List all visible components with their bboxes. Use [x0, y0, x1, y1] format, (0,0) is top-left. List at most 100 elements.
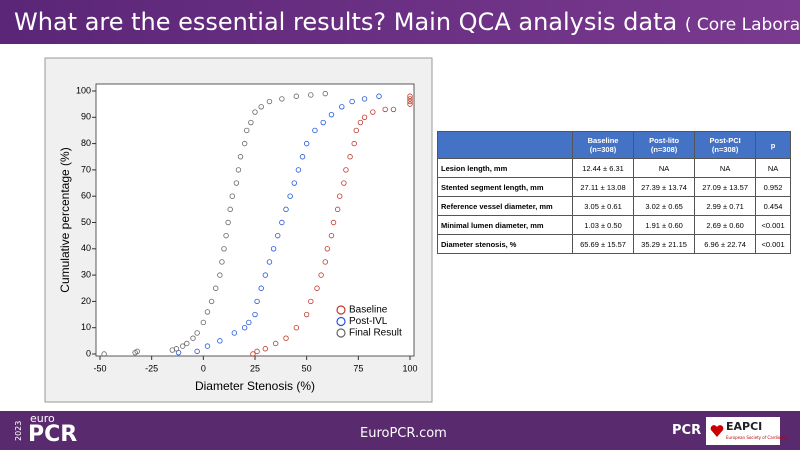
logo-euro: euro [30, 412, 55, 425]
table-cell: Diameter stenosis, % [437, 234, 573, 254]
data-point [361, 96, 368, 102]
x-tick-label: 100 [402, 363, 417, 373]
header-text: (n=308) [650, 145, 678, 154]
header-cell: Post-PCI (n=308) [694, 131, 757, 159]
table-cell: Reference vessel diameter, mm [437, 196, 573, 216]
legend-symbol [336, 316, 346, 327]
data-point [250, 351, 256, 357]
x-tick-label: 25 [250, 363, 260, 373]
legend-symbol [336, 305, 346, 315]
y-tick-label: 0 [86, 348, 91, 358]
table-cell: NA [694, 158, 757, 178]
data-point [314, 285, 320, 291]
data-point [204, 309, 211, 315]
table-cell: NA [755, 158, 791, 178]
data-point [361, 114, 368, 120]
data-point [322, 90, 328, 97]
y-tick-label: 40 [81, 243, 91, 253]
table-cell: 3.02 ± 0.65 [633, 196, 696, 216]
data-point [179, 343, 186, 349]
data-point [328, 232, 335, 239]
footer-url: EuroPCR.com [360, 426, 447, 441]
data-point [347, 154, 353, 160]
legend-symbol [336, 328, 346, 338]
y-tick-label: 30 [81, 269, 91, 279]
data-point [258, 285, 264, 291]
table-cell: 27.39 ± 13.74 [633, 177, 696, 197]
table-cell: 35.29 ± 21.15 [633, 234, 696, 254]
header-text: p [770, 140, 776, 150]
title-text: What are the essential results? Main QCA… [14, 8, 678, 36]
header-text: Post-lito [649, 136, 680, 145]
data-point [184, 340, 190, 347]
data-point [266, 98, 273, 105]
data-point [241, 140, 248, 147]
eapci-box: EAPCI European Society of Cardiology [706, 417, 789, 445]
data-point [173, 346, 180, 352]
table-cell: 2.69 ± 0.60 [694, 215, 757, 235]
data-point [407, 96, 413, 102]
data-point [217, 272, 223, 278]
y-axis-title: Cumulative percentage (%) [58, 147, 72, 292]
data-point [318, 272, 324, 278]
table-cell: 3.05 ± 0.61 [571, 196, 635, 216]
data-point [194, 348, 200, 355]
header-text: (n=308) [711, 145, 739, 154]
data-point [272, 340, 279, 347]
y-tick-label: 50 [81, 217, 91, 227]
results-table: Baseline (n=308) Post-lito (n=308) Post-PCI(… [437, 131, 791, 254]
table-cell: <0.001 [755, 215, 791, 235]
data-point [334, 206, 341, 213]
data-point [266, 259, 273, 265]
table-cell: 6.96 ± 22.74 [694, 234, 757, 254]
data-point [279, 96, 285, 102]
data-point [279, 219, 285, 226]
data-point [246, 319, 252, 326]
table-cell: 0.952 [755, 177, 791, 197]
data-point [194, 330, 200, 336]
data-point [337, 193, 343, 199]
table-cell: 12.44 ± 6.31 [571, 158, 635, 178]
header-cell [437, 131, 573, 159]
data-point [330, 219, 337, 226]
table-row: Minimal lumen diameter, mm 1.03 ± 0.50 1.9… [437, 215, 791, 235]
heart-icon [710, 425, 724, 437]
data-point [227, 206, 233, 213]
data-point [134, 348, 140, 355]
data-point [341, 180, 347, 186]
data-point [370, 109, 376, 115]
data-point [324, 246, 331, 252]
y-tick-label: 90 [81, 112, 91, 122]
data-point [343, 167, 349, 173]
header-row: Baseline (n=308) Post-lito (n=308) Post-PCI(… [437, 131, 791, 159]
data-point [407, 101, 413, 107]
data-point [258, 104, 264, 110]
header-text: Baseline [587, 136, 619, 145]
data-point [233, 180, 240, 186]
legend-label: Final Result [349, 328, 402, 339]
data-point [283, 335, 289, 341]
header-cell: Baseline (n=308) [571, 131, 635, 159]
data-point [328, 111, 335, 118]
data-point [407, 93, 413, 99]
eapci-logo: EAPCI [726, 420, 763, 433]
table-row: Lesion length, mm 12.44 ± 6.31 NA NA NA [437, 158, 791, 178]
data-point [252, 109, 258, 115]
data-point [299, 154, 306, 160]
data-point [262, 346, 269, 352]
x-tick-label: 0 [201, 363, 206, 373]
data-point [225, 219, 231, 226]
table-cell: 2.99 ± 0.71 [694, 196, 757, 216]
data-point [376, 93, 382, 99]
data-point [322, 259, 328, 265]
data-point [357, 119, 364, 126]
plot-area [95, 83, 415, 357]
table-cell: Minimal lumen diameter, mm [437, 215, 573, 235]
data-point [339, 104, 345, 110]
title-bar: What are the essential results? Main QCA… [0, 0, 800, 44]
legend-label: Baseline [349, 305, 388, 316]
data-point [235, 167, 242, 173]
data-point [295, 167, 302, 173]
